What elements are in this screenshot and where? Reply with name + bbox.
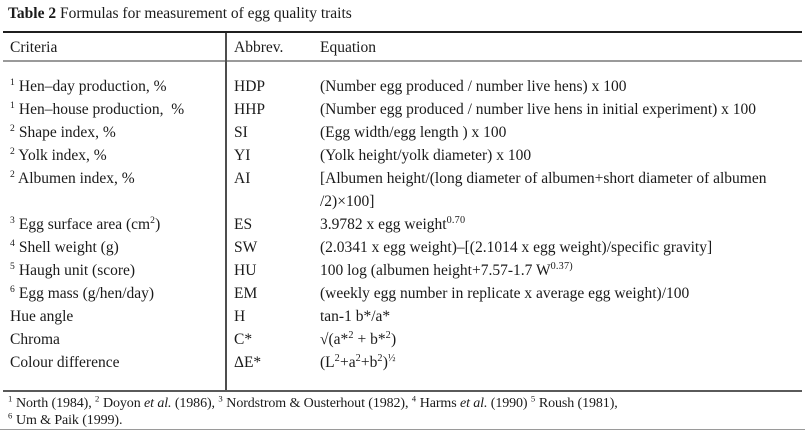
egg-quality-formulas-table: Criteria Abbrev. Equation 1 Hen–day prod… (3, 31, 802, 392)
cell-abbrev: AI (234, 170, 251, 187)
cell-abbrev: YI (234, 147, 251, 164)
cell-criteria: 2 Albumen index, % (10, 168, 135, 187)
cell-criteria: 4 Shell weight (g) (10, 237, 119, 256)
table-row: Hue angle H tan-1 b*/a* (3, 305, 802, 328)
cell-equation: (Egg width/egg length ) x 100 (320, 124, 507, 141)
cell-abbrev: SI (234, 124, 248, 141)
cell-criteria: 3 Egg surface area (cm2) (10, 214, 161, 233)
cell-abbrev: SW (234, 239, 258, 256)
table-row: 1 Hen–house production, % HHP (Number eg… (3, 98, 802, 121)
table-row: 6 Egg mass (g/hen/day) EM (weekly egg nu… (3, 282, 802, 305)
cell-criteria: Chroma (10, 331, 60, 348)
table-footnotes: 1 North (1984), 2 Doyon et al. (1986), 3… (8, 393, 801, 429)
table-caption-text: Formulas for measurement of egg quality … (56, 5, 352, 22)
cell-criteria: 2 Yolk index, % (10, 145, 107, 164)
cell-criteria: 2 Shape index, % (10, 122, 116, 141)
header-abbrev: Abbrev. (234, 39, 284, 56)
header-equation: Equation (320, 39, 376, 56)
cell-abbrev: HDP (234, 78, 266, 95)
cell-equation: (Number egg produced / number live hens … (320, 101, 757, 118)
cell-criteria: 1 Hen–house production, % (10, 99, 185, 118)
table-caption: Table 2 Formulas for measurement of egg … (8, 4, 352, 24)
cell-equation: (L2+a2+b2)½ (320, 352, 396, 371)
cell-abbrev: H (234, 308, 246, 325)
cell-equation: tan-1 b*/a* (320, 308, 391, 325)
cell-criteria: 1 Hen–day production, % (10, 76, 167, 95)
header-criteria: Criteria (10, 39, 58, 56)
cell-abbrev: EM (234, 285, 258, 302)
table-row: 1 Hen–day production, % HDP (Number egg … (3, 75, 802, 98)
footnote-line-2: 6 Um & Paik (1999). (8, 409, 123, 428)
cell-criteria: 5 Haugh unit (score) (10, 260, 136, 279)
cell-equation: (2.0341 x egg weight)–[(2.1014 x egg wei… (320, 239, 713, 256)
table-body: 1 Hen–day production, % HDP (Number egg … (3, 62, 802, 374)
table-row: 3 Egg surface area (cm2) ES 3.9782 x egg… (3, 213, 802, 236)
cell-equation: (weekly egg number in replicate x averag… (320, 285, 690, 302)
cell-equation: √(a*2 + b*2) (320, 329, 397, 348)
table-row: 2 Yolk index, % YI (Yolk height/yolk dia… (3, 144, 802, 167)
table-row: 2 Shape index, % SI (Egg width/egg lengt… (3, 121, 802, 144)
table-header-row: Criteria Abbrev. Equation (3, 33, 802, 62)
table-row: Colour difference ΔE* (L2+a2+b2)½ (3, 351, 802, 374)
cell-criteria: 6 Egg mass (g/hen/day) (10, 283, 155, 302)
cell-equation: 3.9782 x egg weight0.70 (320, 214, 466, 233)
table-row: 2 Albumen index, % AI [Albumen height/(l… (3, 167, 802, 213)
cell-abbrev: HHP (234, 101, 266, 118)
cell-equation: (Yolk height/yolk diameter) x 100 (320, 147, 532, 164)
cell-equation: (Number egg produced / number live hens)… (320, 78, 627, 95)
cell-equation: 100 log (albumen height+7.57-1.7 W0.37) (320, 260, 573, 279)
cell-criteria: Hue angle (10, 308, 74, 325)
cell-abbrev: HU (234, 262, 257, 279)
table-row: 4 Shell weight (g) SW (2.0341 x egg weig… (3, 236, 802, 259)
table-row: 5 Haugh unit (score) HU 100 log (albumen… (3, 259, 802, 282)
column-divider-line (225, 33, 227, 390)
cell-abbrev: ES (234, 216, 253, 233)
cell-equation: [Albumen height/(long diameter of albume… (320, 170, 767, 210)
cell-abbrev: ΔE* (234, 354, 262, 371)
cell-criteria: Colour difference (10, 354, 120, 371)
table-row: Chroma C* √(a*2 + b*2) (3, 328, 802, 351)
table-caption-number: Table 2 (8, 5, 57, 22)
footnote-line-1: 1 North (1984), 2 Doyon et al. (1986), 3… (8, 393, 618, 411)
cell-abbrev: C* (234, 331, 253, 348)
